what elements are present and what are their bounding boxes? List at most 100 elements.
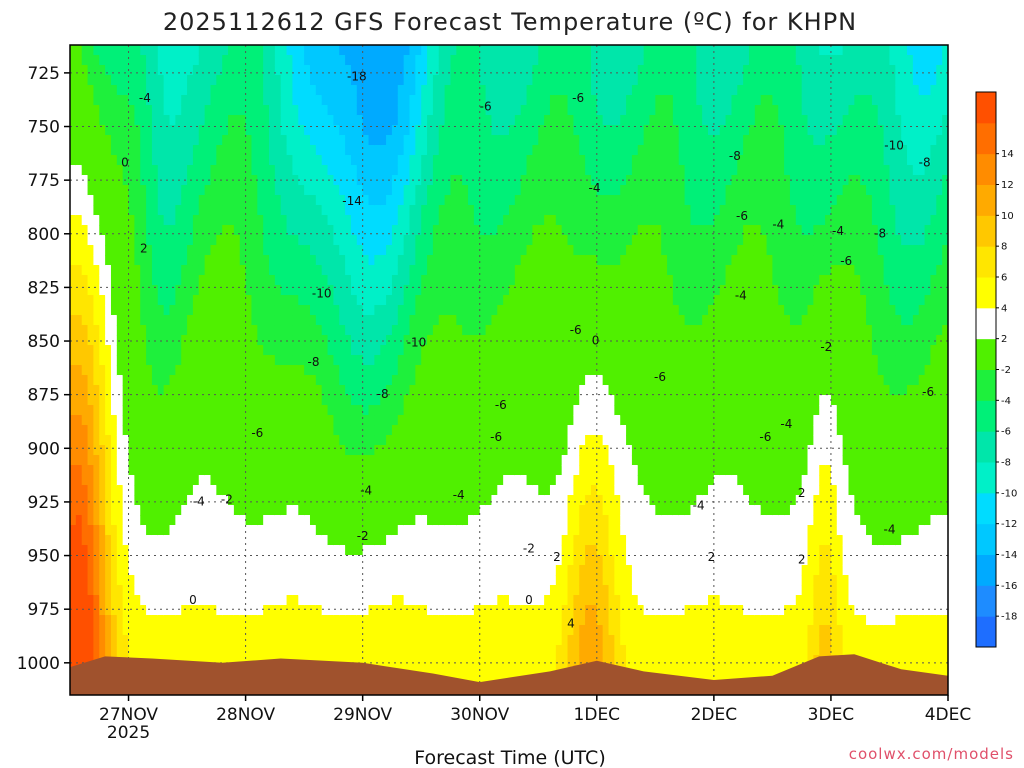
field-cell (339, 625, 346, 636)
field-cell (415, 585, 422, 596)
field-cell (421, 555, 428, 566)
field-cell (321, 575, 329, 586)
field-cell (105, 165, 112, 176)
field-cell (386, 355, 393, 366)
field-cell (509, 485, 516, 496)
field-cell (503, 55, 510, 66)
field-cell (105, 535, 112, 546)
field-cell (257, 365, 264, 376)
field-cell (110, 185, 118, 196)
field-cell (175, 225, 182, 236)
field-cell (421, 395, 428, 406)
field-cell (70, 295, 77, 306)
field-cell (274, 365, 282, 376)
field-cell (280, 465, 288, 476)
field-cell (368, 75, 375, 86)
field-cell (374, 165, 381, 176)
field-cell (386, 645, 393, 656)
field-cell (245, 545, 253, 556)
field-cell (362, 345, 370, 356)
field-cell (292, 245, 299, 256)
field-cell (134, 105, 141, 116)
field-cell (169, 145, 176, 156)
field-cell (175, 485, 182, 496)
field-cell (485, 595, 493, 606)
field-cell (228, 95, 235, 106)
field-cell (280, 125, 288, 136)
field-cell (216, 615, 223, 626)
field-cell (228, 585, 235, 596)
field-cell (321, 365, 329, 376)
field-cell (128, 325, 135, 336)
field-cell (116, 525, 124, 536)
field-cell (110, 635, 118, 646)
field-cell (444, 425, 452, 436)
field-cell (175, 95, 182, 106)
field-cell (503, 165, 510, 176)
field-cell (315, 475, 323, 486)
field-cell (99, 245, 106, 256)
field-cell (421, 515, 428, 526)
field-cell (339, 135, 346, 146)
field-cell (122, 645, 130, 656)
field-cell (181, 235, 188, 246)
field-cell (473, 65, 481, 76)
field-cell (216, 345, 223, 356)
field-cell (473, 235, 481, 246)
field-cell (444, 625, 452, 636)
field-cell (391, 185, 399, 196)
field-cell (210, 145, 217, 156)
field-cell (380, 215, 387, 226)
field-cell (427, 595, 434, 606)
field-cell (228, 255, 235, 266)
field-cell (391, 305, 399, 316)
field-cell (368, 55, 375, 66)
field-cell (245, 475, 253, 486)
field-cell (228, 495, 235, 506)
field-cell (274, 525, 282, 536)
field-cell (198, 215, 206, 226)
field-cell (356, 205, 364, 216)
field-cell (280, 585, 288, 596)
field-cell (468, 355, 475, 366)
field-cell (87, 585, 95, 596)
field-cell (491, 85, 498, 96)
field-cell (497, 55, 504, 66)
field-cell (70, 495, 77, 506)
field-cell (315, 545, 323, 556)
field-cell (198, 265, 206, 276)
field-cell (274, 85, 282, 96)
field-cell (175, 435, 182, 446)
field-cell (473, 365, 481, 376)
field-cell (216, 385, 223, 396)
field-cell (509, 85, 516, 96)
field-cell (134, 625, 141, 636)
field-cell (269, 195, 276, 206)
field-cell (304, 175, 311, 186)
field-cell (374, 425, 381, 436)
field-cell (415, 505, 422, 516)
field-cell (222, 345, 229, 356)
field-cell (204, 385, 212, 396)
field-cell (386, 225, 393, 236)
field-cell (228, 635, 235, 646)
field-cell (450, 505, 457, 516)
field-cell (204, 205, 212, 216)
field-cell (280, 155, 288, 166)
field-cell (403, 65, 411, 76)
field-cell (169, 305, 176, 316)
field-cell (70, 605, 77, 616)
field-cell (128, 585, 135, 596)
field-cell (345, 375, 352, 386)
field-cell (157, 605, 165, 616)
field-cell (386, 415, 393, 426)
field-cell (438, 425, 446, 436)
field-cell (280, 95, 288, 106)
field-cell (309, 505, 317, 516)
field-cell (298, 445, 305, 456)
field-cell (81, 305, 89, 316)
field-cell (134, 635, 141, 646)
field-cell (468, 325, 475, 336)
field-cell (345, 475, 352, 486)
field-cell (327, 295, 334, 306)
